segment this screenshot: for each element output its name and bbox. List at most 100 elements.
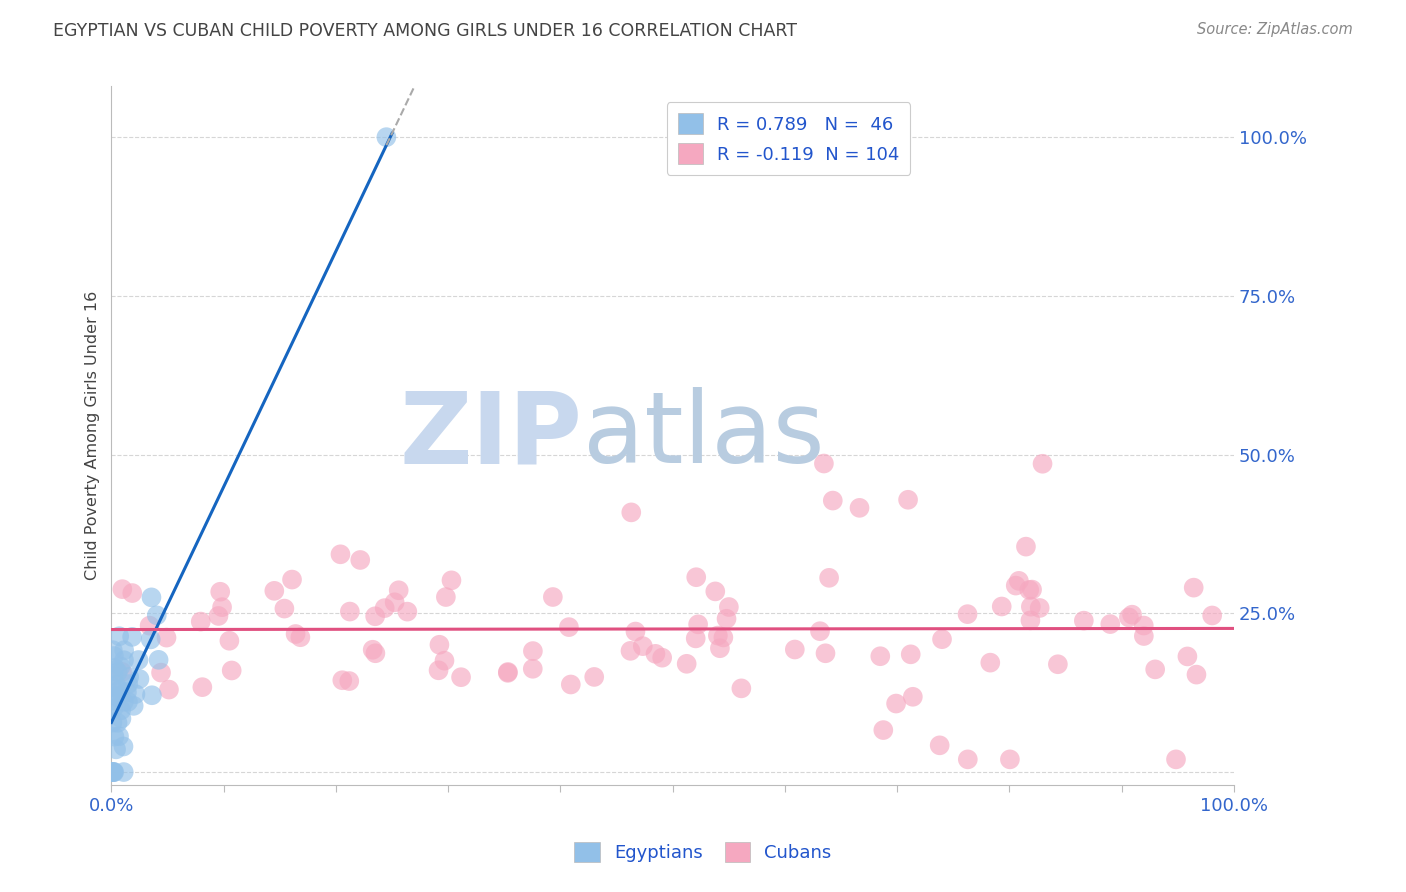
Point xyxy=(979,656,1001,670)
Point xyxy=(221,664,243,678)
Point xyxy=(388,583,411,598)
Point xyxy=(1118,610,1140,624)
Point xyxy=(522,662,544,676)
Point xyxy=(384,595,406,609)
Point xyxy=(818,571,841,585)
Legend: R = 0.789   N =  46, R = -0.119  N = 104: R = 0.789 N = 46, R = -0.119 N = 104 xyxy=(666,103,911,175)
Point xyxy=(101,715,124,730)
Point xyxy=(685,570,707,584)
Point xyxy=(1099,617,1122,632)
Point xyxy=(115,685,138,699)
Point xyxy=(108,729,131,743)
Point xyxy=(897,492,920,507)
Point xyxy=(374,601,396,615)
Point xyxy=(716,612,738,626)
Point xyxy=(101,643,124,657)
Point xyxy=(364,609,387,624)
Point xyxy=(361,642,384,657)
Point xyxy=(1046,657,1069,672)
Point xyxy=(496,665,519,680)
Legend: Egyptians, Cubans: Egyptians, Cubans xyxy=(567,834,839,870)
Point xyxy=(290,630,312,644)
Point xyxy=(1004,578,1026,592)
Point xyxy=(429,638,451,652)
Point xyxy=(105,689,128,703)
Point xyxy=(620,505,643,519)
Point xyxy=(364,646,387,660)
Point xyxy=(124,687,146,701)
Point xyxy=(101,765,124,780)
Point xyxy=(931,632,953,647)
Point xyxy=(117,677,139,691)
Point xyxy=(396,605,419,619)
Point xyxy=(884,697,907,711)
Point xyxy=(103,730,125,744)
Point xyxy=(138,618,160,632)
Point xyxy=(1133,629,1156,643)
Point xyxy=(128,672,150,686)
Point xyxy=(434,590,457,604)
Text: Source: ZipAtlas.com: Source: ZipAtlas.com xyxy=(1197,22,1353,37)
Point xyxy=(998,752,1021,766)
Point xyxy=(103,701,125,715)
Point xyxy=(146,608,169,623)
Point xyxy=(141,591,163,605)
Point xyxy=(110,703,132,717)
Point xyxy=(1008,574,1031,588)
Point xyxy=(560,677,582,691)
Point xyxy=(139,632,162,647)
Point xyxy=(375,130,398,145)
Point xyxy=(122,698,145,713)
Point xyxy=(155,631,177,645)
Point xyxy=(1015,540,1038,554)
Point xyxy=(990,599,1012,614)
Point xyxy=(121,586,143,600)
Point xyxy=(112,643,135,657)
Point xyxy=(108,683,131,698)
Point xyxy=(191,680,214,694)
Point xyxy=(427,663,450,677)
Point xyxy=(107,715,129,730)
Point xyxy=(624,624,647,639)
Point xyxy=(1132,618,1154,632)
Text: atlas: atlas xyxy=(583,387,824,484)
Point xyxy=(709,641,731,656)
Point xyxy=(263,583,285,598)
Point xyxy=(207,609,229,624)
Point xyxy=(956,607,979,622)
Point xyxy=(112,739,135,754)
Point xyxy=(1121,607,1143,622)
Point xyxy=(118,670,141,684)
Point xyxy=(583,670,606,684)
Point xyxy=(107,665,129,680)
Point xyxy=(128,653,150,667)
Point xyxy=(808,624,831,639)
Point xyxy=(704,584,727,599)
Point xyxy=(105,742,128,756)
Point xyxy=(814,646,837,660)
Point xyxy=(281,573,304,587)
Point xyxy=(1073,614,1095,628)
Y-axis label: Child Poverty Among Girls Under 16: Child Poverty Among Girls Under 16 xyxy=(86,291,100,580)
Point xyxy=(1019,613,1042,627)
Point xyxy=(717,599,740,614)
Point xyxy=(1164,752,1187,766)
Point xyxy=(103,648,125,663)
Point xyxy=(644,647,666,661)
Point xyxy=(211,600,233,615)
Point xyxy=(117,695,139,709)
Point xyxy=(105,690,128,705)
Point xyxy=(112,653,135,667)
Point xyxy=(707,629,730,643)
Point xyxy=(685,632,707,646)
Point xyxy=(901,690,924,704)
Point xyxy=(496,665,519,679)
Point xyxy=(1021,582,1043,597)
Point xyxy=(141,688,163,702)
Point xyxy=(157,682,180,697)
Point xyxy=(631,639,654,653)
Point xyxy=(273,601,295,615)
Point xyxy=(440,574,463,588)
Point xyxy=(928,739,950,753)
Point xyxy=(1177,649,1199,664)
